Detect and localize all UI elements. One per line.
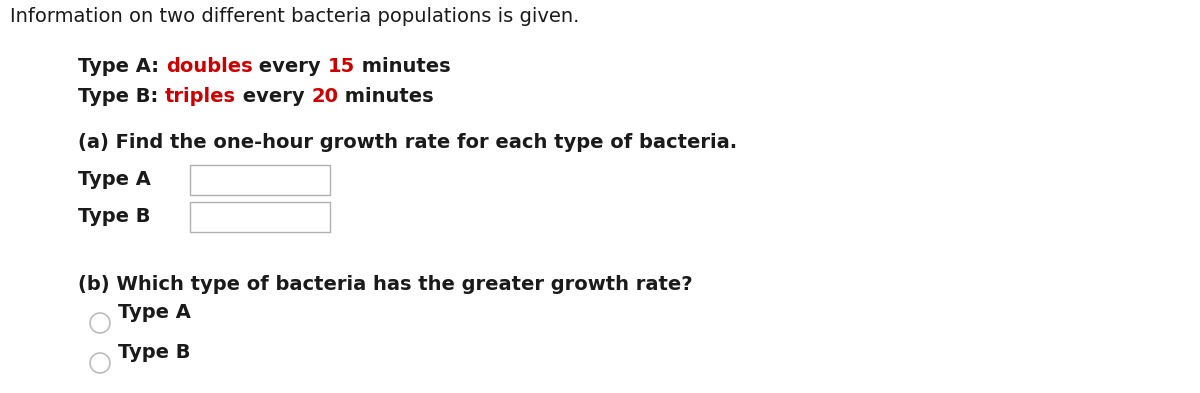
FancyBboxPatch shape bbox=[190, 165, 330, 195]
Text: (a) Find the one-hour growth rate for each type of bacteria.: (a) Find the one-hour growth rate for ea… bbox=[78, 133, 737, 152]
Text: 15: 15 bbox=[328, 57, 355, 76]
Text: Type A:: Type A: bbox=[78, 57, 166, 76]
Text: minutes: minutes bbox=[355, 57, 451, 76]
Text: Type B: Type B bbox=[78, 207, 150, 226]
Text: Information on two different bacteria populations is given.: Information on two different bacteria po… bbox=[10, 7, 580, 26]
Text: doubles: doubles bbox=[166, 57, 252, 76]
Text: Type A: Type A bbox=[78, 170, 151, 189]
Text: every: every bbox=[236, 87, 311, 106]
Text: Type A: Type A bbox=[118, 303, 191, 322]
Text: triples: triples bbox=[166, 87, 236, 106]
Text: Type B: Type B bbox=[118, 343, 191, 362]
Text: every: every bbox=[252, 57, 328, 76]
Text: (b) Which type of bacteria has the greater growth rate?: (b) Which type of bacteria has the great… bbox=[78, 275, 692, 294]
Text: Type B:: Type B: bbox=[78, 87, 166, 106]
Text: minutes: minutes bbox=[338, 87, 434, 106]
FancyBboxPatch shape bbox=[190, 202, 330, 232]
Text: 20: 20 bbox=[311, 87, 338, 106]
